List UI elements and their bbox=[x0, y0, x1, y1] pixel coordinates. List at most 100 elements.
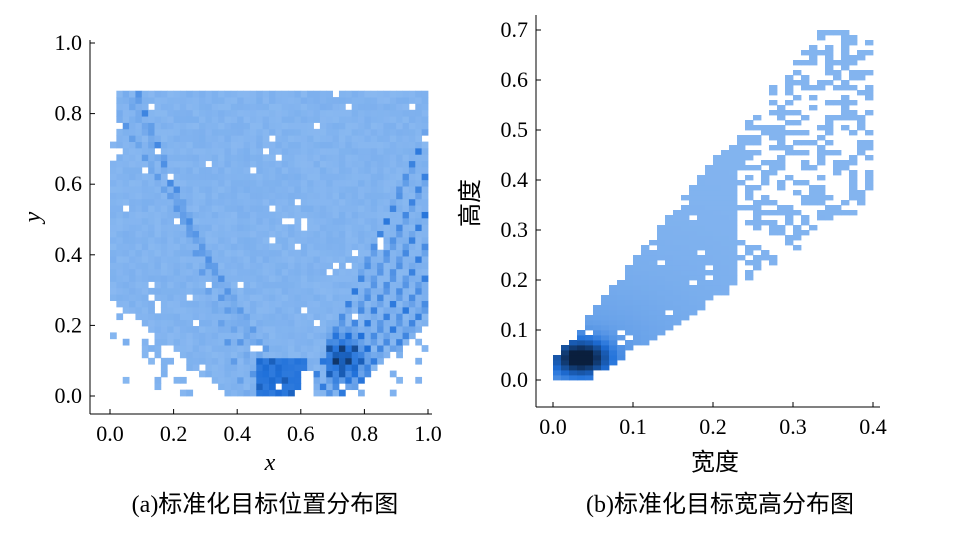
heatmap-cell bbox=[377, 319, 384, 327]
heatmap-cell bbox=[122, 275, 130, 282]
heatmap-cell bbox=[294, 306, 302, 314]
heatmap-cell bbox=[402, 300, 410, 308]
heatmap-cell bbox=[396, 376, 403, 384]
heatmap-cell bbox=[230, 116, 238, 123]
heatmap-cell bbox=[319, 351, 327, 359]
heatmap-cell bbox=[358, 351, 365, 359]
heatmap-cell bbox=[192, 287, 200, 295]
heatmap-cell bbox=[569, 375, 578, 381]
heatmap-cell bbox=[681, 305, 690, 311]
heatmap-cell bbox=[801, 180, 810, 186]
heatmap-cell bbox=[294, 256, 302, 263]
heatmap-cell bbox=[230, 217, 238, 225]
heatmap-cell bbox=[269, 198, 276, 206]
heatmap-cell bbox=[377, 326, 384, 333]
heatmap-cell bbox=[249, 332, 257, 340]
heatmap-cell bbox=[300, 294, 308, 301]
heatmap-cell bbox=[332, 205, 340, 212]
heatmap-cell bbox=[358, 319, 365, 327]
heatmap-cell bbox=[689, 270, 698, 276]
heatmap-cell bbox=[256, 287, 264, 295]
heatmap-cell bbox=[116, 281, 124, 289]
heatmap-cell bbox=[186, 116, 194, 123]
heatmap-cell bbox=[199, 300, 206, 308]
heatmap-cell bbox=[402, 109, 410, 117]
heatmap-cell bbox=[275, 364, 283, 371]
heatmap-cell bbox=[211, 294, 219, 301]
heatmap-cell bbox=[186, 198, 194, 206]
heatmap-cell bbox=[415, 275, 423, 282]
heatmap-cell bbox=[345, 268, 353, 276]
heatmap-cell bbox=[689, 205, 698, 211]
heatmap-cell bbox=[129, 217, 136, 225]
heatmap-cell bbox=[351, 364, 359, 371]
heatmap-cell bbox=[192, 167, 200, 174]
heatmap-cell bbox=[173, 306, 181, 314]
heatmap-cell bbox=[345, 345, 353, 352]
heatmap-cell bbox=[389, 237, 397, 244]
heatmap-cell bbox=[167, 198, 174, 206]
heatmap-cell bbox=[673, 265, 682, 271]
heatmap-cell bbox=[358, 135, 365, 142]
heatmap-cell bbox=[601, 365, 610, 371]
heatmap-cell bbox=[224, 217, 232, 225]
heatmap-cell bbox=[383, 128, 391, 136]
heatmap-cell bbox=[332, 179, 340, 187]
heatmap-cell bbox=[657, 310, 666, 316]
heatmap-cell bbox=[649, 250, 658, 256]
heatmap-cell bbox=[256, 249, 264, 257]
heatmap-cell bbox=[737, 135, 746, 141]
heatmap-cell bbox=[129, 173, 136, 181]
heatmap-cell bbox=[224, 256, 232, 263]
heatmap-cell bbox=[211, 262, 219, 270]
heatmap-cell bbox=[205, 224, 213, 232]
heatmap-cell bbox=[281, 198, 289, 206]
heatmap-cell bbox=[415, 211, 423, 219]
heatmap-cell bbox=[319, 376, 327, 384]
heatmap-cell bbox=[135, 256, 143, 263]
heatmap-cell bbox=[262, 383, 270, 391]
heatmap-cell bbox=[697, 240, 706, 246]
heatmap-cell bbox=[402, 319, 410, 327]
heatmap-cell bbox=[249, 287, 257, 295]
heatmap-cell bbox=[705, 270, 714, 276]
heatmap-cell bbox=[218, 376, 225, 384]
heatmap-cell bbox=[160, 192, 168, 200]
heatmap-cell bbox=[249, 262, 257, 270]
heatmap-cell bbox=[785, 90, 794, 96]
heatmap-cell bbox=[154, 103, 162, 111]
heatmap-cell bbox=[256, 300, 264, 308]
heatmap-cell bbox=[243, 97, 251, 104]
heatmap-cell bbox=[402, 281, 410, 289]
heatmap-cell bbox=[243, 237, 251, 244]
heatmap-cell bbox=[345, 313, 353, 321]
heatmap-cell bbox=[237, 179, 244, 187]
heatmap-cell bbox=[192, 281, 200, 289]
heatmap-cell bbox=[729, 205, 738, 211]
heatmap-cell bbox=[211, 160, 219, 168]
heatmap-cell bbox=[281, 167, 289, 174]
heatmap-cell bbox=[665, 265, 674, 271]
heatmap-cell bbox=[319, 198, 327, 206]
heatmap-cell bbox=[389, 300, 397, 308]
heatmap-cell bbox=[148, 237, 155, 244]
heatmap-cell bbox=[625, 330, 634, 336]
heatmap-cell bbox=[269, 370, 276, 378]
heatmap-cell bbox=[383, 173, 391, 181]
heatmap-cell bbox=[129, 230, 136, 238]
heatmap-cell bbox=[383, 249, 391, 257]
heatmap-cell bbox=[569, 340, 578, 346]
heatmap-cell bbox=[396, 179, 403, 187]
heatmap-cell bbox=[262, 332, 270, 340]
heatmap-cell bbox=[237, 332, 244, 340]
heatmap-cell bbox=[218, 383, 225, 391]
heatmap-cell bbox=[224, 326, 232, 333]
heatmap-cell bbox=[249, 211, 257, 219]
heatmap-cell bbox=[593, 335, 602, 341]
heatmap-cell bbox=[167, 319, 174, 327]
heatmap-cell bbox=[129, 97, 136, 104]
heatmap-cell bbox=[269, 338, 276, 346]
heatmap-cell bbox=[625, 280, 634, 286]
heatmap-cell bbox=[364, 211, 372, 219]
heatmap-cell bbox=[408, 128, 416, 136]
